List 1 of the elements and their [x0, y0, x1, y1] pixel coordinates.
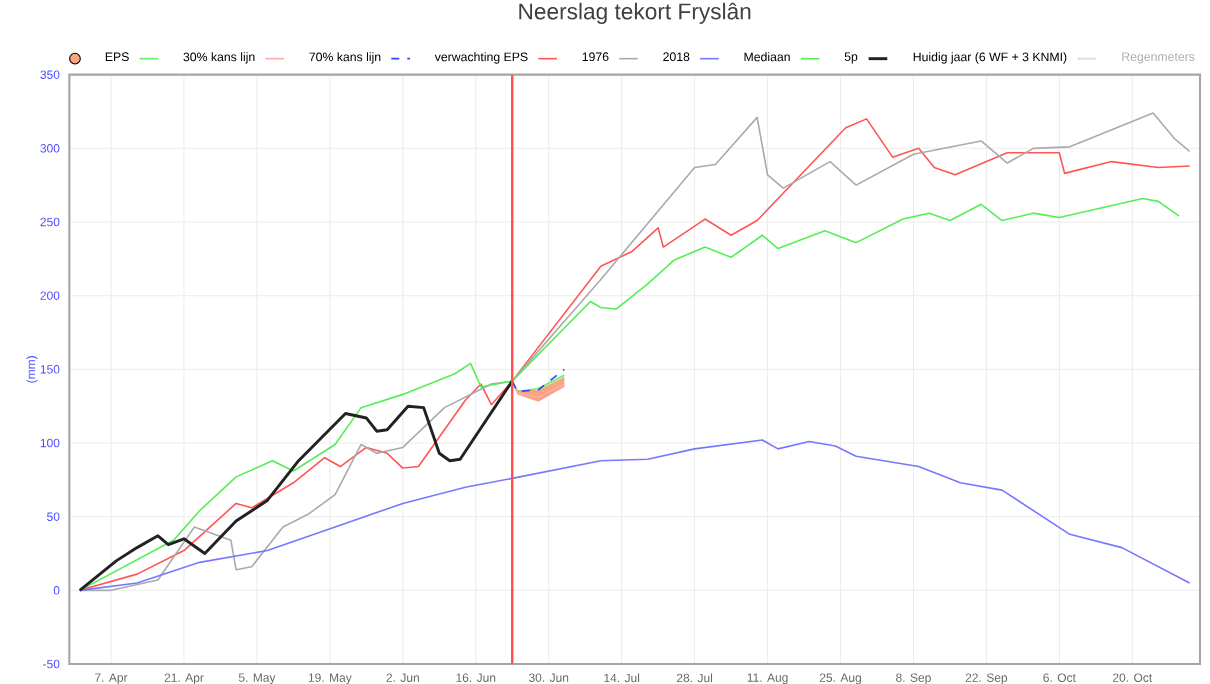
chart-title: Neerslag tekort Fryslân [519, 2, 751, 24]
